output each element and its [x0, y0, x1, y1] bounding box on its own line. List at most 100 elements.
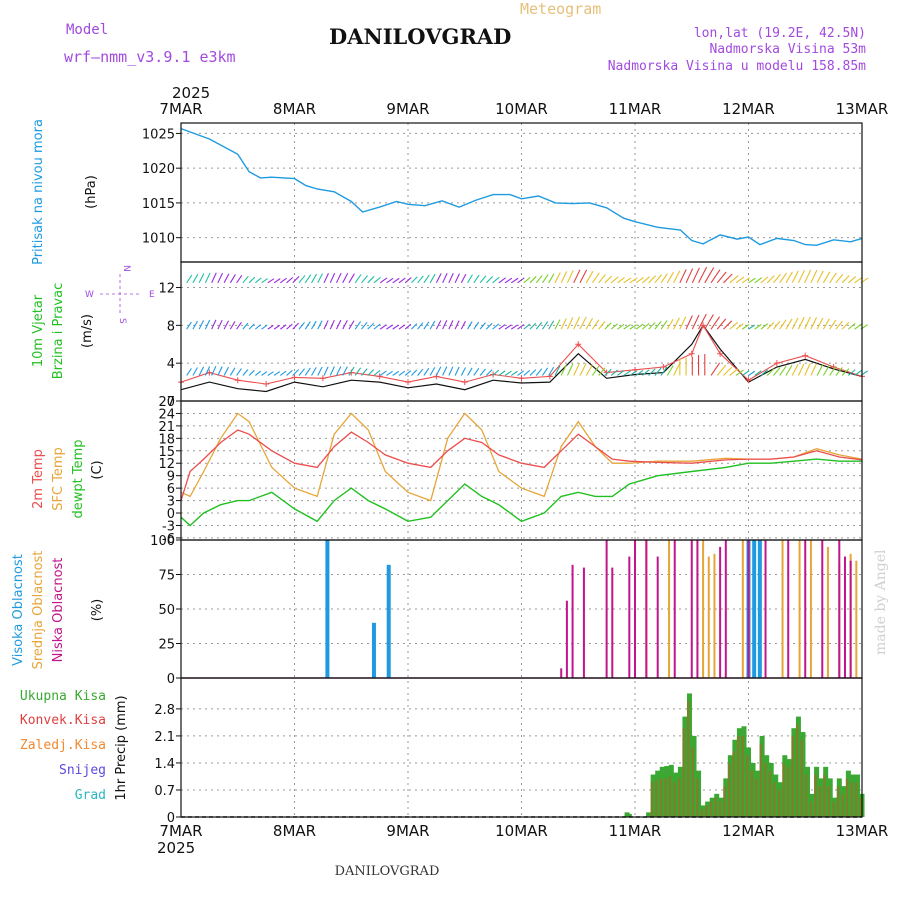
wind-arrow	[298, 275, 306, 284]
wind-arrow	[529, 369, 537, 376]
precip-bar-conv	[723, 786, 726, 817]
model-elevation-label: Nadmorska Visina u modelu 158.85m	[608, 59, 866, 74]
wind-arrow	[186, 368, 192, 376]
wind-arrow	[485, 322, 493, 330]
wind-arrow	[579, 316, 587, 330]
precip-bar-conv	[700, 809, 704, 817]
wind-arrow	[429, 320, 436, 330]
precip-bar-conv	[664, 778, 667, 817]
ytick-label: -6	[162, 532, 175, 547]
wind-arrow	[591, 365, 600, 376]
year-bottom: 2025	[157, 839, 195, 857]
wind-arrow	[417, 322, 424, 330]
wind-arrow	[741, 277, 750, 284]
wind-arrow	[348, 273, 355, 284]
ytick-label: 1025	[142, 127, 175, 142]
temp2m-axis-title: 2m Temp	[31, 449, 46, 509]
wind-arrow	[211, 272, 217, 284]
wind-arrow	[510, 277, 519, 284]
wind-arrow	[286, 370, 293, 376]
wind-arrow	[467, 321, 473, 330]
ytick-label: 0	[167, 811, 175, 826]
wind-arrow	[279, 277, 287, 284]
wind-gust-marker	[461, 379, 468, 386]
ytick-label: 12	[158, 282, 175, 297]
wind-arrow	[610, 323, 618, 330]
compass-n: N	[121, 265, 131, 272]
precip-bar-conv	[768, 770, 772, 817]
precip-bar-conv	[727, 762, 731, 817]
cloud-bar-niska	[747, 540, 750, 678]
wind-gust-marker	[717, 350, 724, 357]
wind-arrow	[548, 366, 555, 376]
wind-gust-marker	[263, 380, 270, 387]
wind-arrow	[835, 320, 843, 330]
precip-legend-item: Zaledj.Kisa	[20, 738, 106, 753]
wind-arrow	[648, 322, 656, 330]
precip-bar-conv	[705, 805, 708, 817]
wind-arrow	[279, 370, 287, 376]
wind-arrow	[217, 319, 223, 330]
ytick-label: 75	[158, 569, 175, 584]
wind-arrow	[735, 276, 745, 284]
wind-gust-marker	[518, 375, 525, 382]
wind-arrow	[710, 316, 721, 330]
wind-arrow	[204, 319, 211, 330]
wind-arrow	[510, 324, 518, 330]
ytick-label: 1020	[142, 162, 175, 177]
wind-arrow	[629, 370, 638, 376]
wind-arrow	[548, 320, 555, 330]
credit-label: made by Angel	[873, 549, 889, 655]
ytick-label: 50	[158, 603, 175, 618]
wind-arrow	[398, 324, 406, 330]
ytick-label: 9	[167, 470, 175, 485]
wind-arrow	[610, 276, 619, 284]
wind-arrow	[754, 323, 762, 330]
cloud-bar-srednja	[668, 540, 671, 678]
wind-arrow	[760, 276, 769, 284]
wind-arrow	[223, 320, 230, 330]
wind-axis-title: 10m Vjetar	[31, 294, 46, 367]
wind-arrow	[192, 367, 198, 376]
wind-arrow	[585, 271, 594, 284]
precip-bar-conv	[827, 786, 831, 817]
wind-arrow	[217, 366, 223, 376]
cloud-bar-niska	[656, 556, 659, 678]
wind-arrow	[835, 367, 843, 376]
ytick-label: -3	[162, 519, 175, 534]
wind-arrow	[766, 368, 775, 376]
cloud-bar-visoka	[371, 622, 376, 678]
cloud-bar-visoka	[757, 540, 762, 678]
time-label-top: 13MAR	[836, 100, 889, 118]
bottom-time-axis: 7MAR 8MAR 9MAR 10MAR 11MAR 12MAR 13MAR	[159, 822, 888, 840]
wind-arrow	[304, 274, 312, 284]
precip-bar-conv	[764, 762, 767, 817]
precip-bar-total	[626, 813, 632, 817]
wind-arrow	[654, 274, 662, 284]
cloud-bar-niska	[571, 564, 574, 678]
wind-arrow	[348, 366, 355, 376]
wind-arrow	[791, 270, 799, 284]
year-top: 2025	[172, 84, 210, 102]
wind-axis-title-2: Brzina i Pravac	[51, 283, 66, 380]
wind-arrow	[723, 273, 733, 284]
precip-bar-conv	[782, 762, 785, 817]
station-title: DANILOVGRAD	[329, 24, 511, 49]
wind-arrow	[760, 369, 768, 376]
wind-arrow	[579, 363, 587, 376]
precip-bar-conv	[709, 801, 713, 817]
wind-arrow	[773, 273, 781, 284]
cloud-bar-niska	[560, 668, 563, 678]
wind-arrow	[423, 274, 430, 284]
wind-arrow	[760, 323, 768, 330]
wind-speed-line	[180, 324, 863, 393]
wind-arrow	[629, 277, 638, 284]
wind-arrow	[822, 271, 831, 284]
wind-arrow	[398, 277, 406, 284]
wind-arrow	[292, 275, 300, 284]
precip-bar-conv	[682, 728, 685, 817]
precip-bar-conv	[823, 774, 826, 817]
wind-arrow	[729, 275, 739, 284]
wind-arrow	[411, 276, 418, 284]
wind-arrow	[854, 369, 862, 376]
